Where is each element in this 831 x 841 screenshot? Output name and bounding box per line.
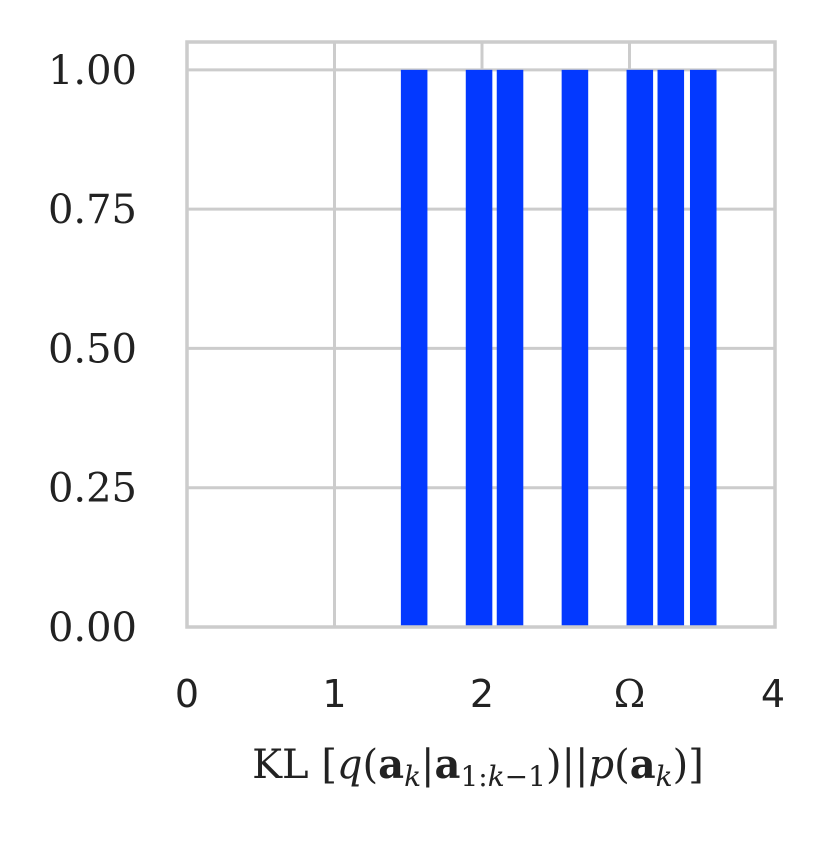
histogram-bar	[561, 69, 589, 628]
x-tick-labels: 0 1 2 Ω 4	[175, 672, 785, 716]
y-tick-label: 0.75	[48, 187, 137, 233]
x-axis-label: KL [q(ak|a1:k−1)||p(ak)]	[252, 741, 704, 793]
x-tick-label: 1	[322, 672, 346, 716]
x-tick-label: 4	[761, 672, 785, 716]
x-tick-label: Ω	[614, 672, 646, 716]
histogram-bar	[689, 69, 717, 628]
x-tick-label: 2	[470, 672, 494, 716]
x-tick-label: 0	[175, 672, 199, 716]
y-tick-label: 1.00	[48, 48, 137, 94]
histogram-bar	[496, 69, 524, 628]
plot-frame	[185, 40, 777, 629]
y-tick-labels: 0.00 0.25 0.50 0.75 1.00	[48, 48, 137, 651]
histogram-bar	[657, 69, 685, 628]
bars	[400, 69, 717, 628]
histogram-bar	[626, 69, 654, 628]
y-tick-label: 0.50	[48, 326, 137, 372]
histogram-bar	[400, 69, 428, 628]
histogram-bar	[465, 69, 493, 628]
y-tick-label: 0.00	[48, 605, 137, 651]
y-tick-label: 0.25	[48, 466, 137, 512]
